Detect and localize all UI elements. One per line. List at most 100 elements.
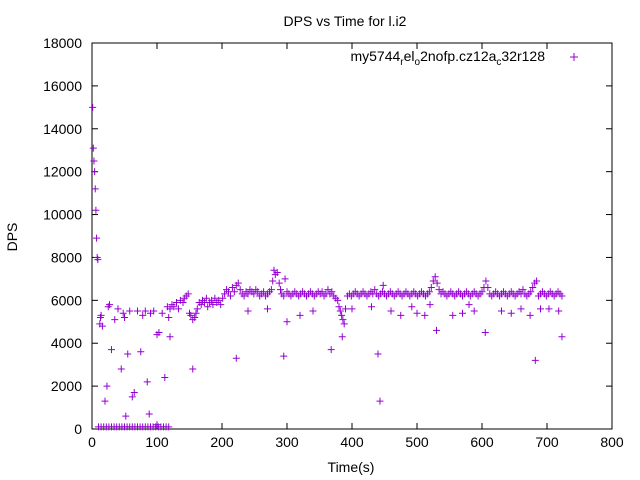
data-point (519, 286, 527, 294)
data-point (449, 311, 457, 319)
data-point (324, 286, 332, 294)
series-points (89, 103, 566, 431)
data-point (139, 311, 147, 319)
data-point (94, 256, 102, 264)
data-point (335, 303, 343, 311)
data-point (143, 378, 151, 386)
data-point (379, 281, 387, 289)
data-point (221, 290, 229, 298)
y-tick-label: 10000 (43, 207, 82, 223)
data-point (236, 286, 244, 294)
data-point (137, 348, 145, 356)
legend-marker-plus (570, 53, 578, 61)
data-point (187, 311, 195, 319)
plot-border (91, 42, 613, 430)
data-point (376, 397, 384, 405)
data-point (334, 296, 342, 304)
data-point (117, 365, 125, 373)
legend-subscript: c (496, 57, 501, 68)
data-point (184, 290, 192, 298)
data-point (397, 311, 405, 319)
data-point (429, 277, 437, 285)
data-point (166, 333, 174, 341)
data-point (340, 320, 348, 328)
data-point (558, 292, 566, 300)
data-point (98, 322, 106, 330)
data-point (531, 356, 539, 364)
data-point (267, 286, 275, 294)
data-point (165, 313, 173, 321)
data-point (103, 382, 111, 390)
data-point (478, 288, 486, 296)
data-point (91, 185, 99, 193)
data-point (470, 307, 478, 315)
data-point (228, 283, 236, 291)
data-point (368, 303, 375, 311)
data-point (517, 305, 525, 313)
legend-marker (570, 53, 578, 61)
x-tick-label: 700 (535, 434, 559, 450)
data-point (529, 283, 537, 291)
y-tick-label: 6000 (51, 292, 82, 308)
data-point (225, 288, 232, 296)
data-point (145, 410, 153, 418)
legend: my5744relo2nofp.cz12ac32r128 (350, 48, 578, 68)
data-point (226, 292, 234, 300)
data-point (280, 292, 288, 300)
data-point (327, 346, 335, 354)
legend-subscript: o (415, 57, 421, 68)
data-point (555, 307, 563, 315)
data-point (244, 290, 252, 298)
data-point (89, 144, 97, 152)
x-tick-label: 500 (405, 434, 429, 450)
data-point (193, 305, 201, 313)
data-point (219, 294, 227, 302)
data-point (426, 301, 434, 309)
data-point (90, 157, 98, 165)
data-point (234, 279, 242, 287)
data-point (413, 309, 421, 317)
x-tick-label: 100 (145, 434, 169, 450)
data-point (211, 294, 219, 302)
data-point (484, 283, 492, 291)
data-point (348, 305, 356, 313)
data-point (275, 279, 283, 287)
data-point (230, 288, 238, 296)
data-point (254, 288, 262, 296)
data-point (202, 294, 210, 302)
data-point (114, 305, 122, 313)
data-point (260, 288, 268, 296)
data-point (280, 352, 288, 360)
data-point (545, 305, 553, 313)
data-point (174, 305, 182, 313)
data-point (101, 397, 109, 405)
x-tick-label: 600 (470, 434, 494, 450)
data-point (89, 103, 97, 111)
data-point (339, 316, 347, 324)
data-point (264, 305, 271, 313)
data-point (269, 277, 277, 285)
data-point (126, 307, 134, 315)
legend-text: el (404, 48, 415, 64)
data-point (433, 326, 440, 334)
data-point (309, 307, 317, 315)
data-point (283, 318, 291, 326)
y-axis-label: DPS (4, 223, 20, 252)
data-point (179, 298, 187, 306)
data-point (338, 333, 346, 341)
y-tick-label: 18000 (43, 35, 82, 51)
data-point (465, 301, 473, 309)
data-point (209, 301, 217, 309)
data-point (527, 288, 535, 296)
y-axis: 0 2000 4000 6000 8000 10000 12000 14000 16000 180… (43, 35, 612, 437)
data-point (342, 305, 349, 313)
data-point (124, 350, 132, 358)
data-point (232, 354, 240, 362)
data-point (526, 311, 534, 319)
data-point (166, 305, 174, 313)
chart-title: DPS vs Time for l.i2 (284, 13, 407, 29)
data-point (431, 273, 439, 281)
data-point (296, 311, 304, 319)
data-point (128, 393, 136, 401)
data-point (338, 311, 346, 319)
